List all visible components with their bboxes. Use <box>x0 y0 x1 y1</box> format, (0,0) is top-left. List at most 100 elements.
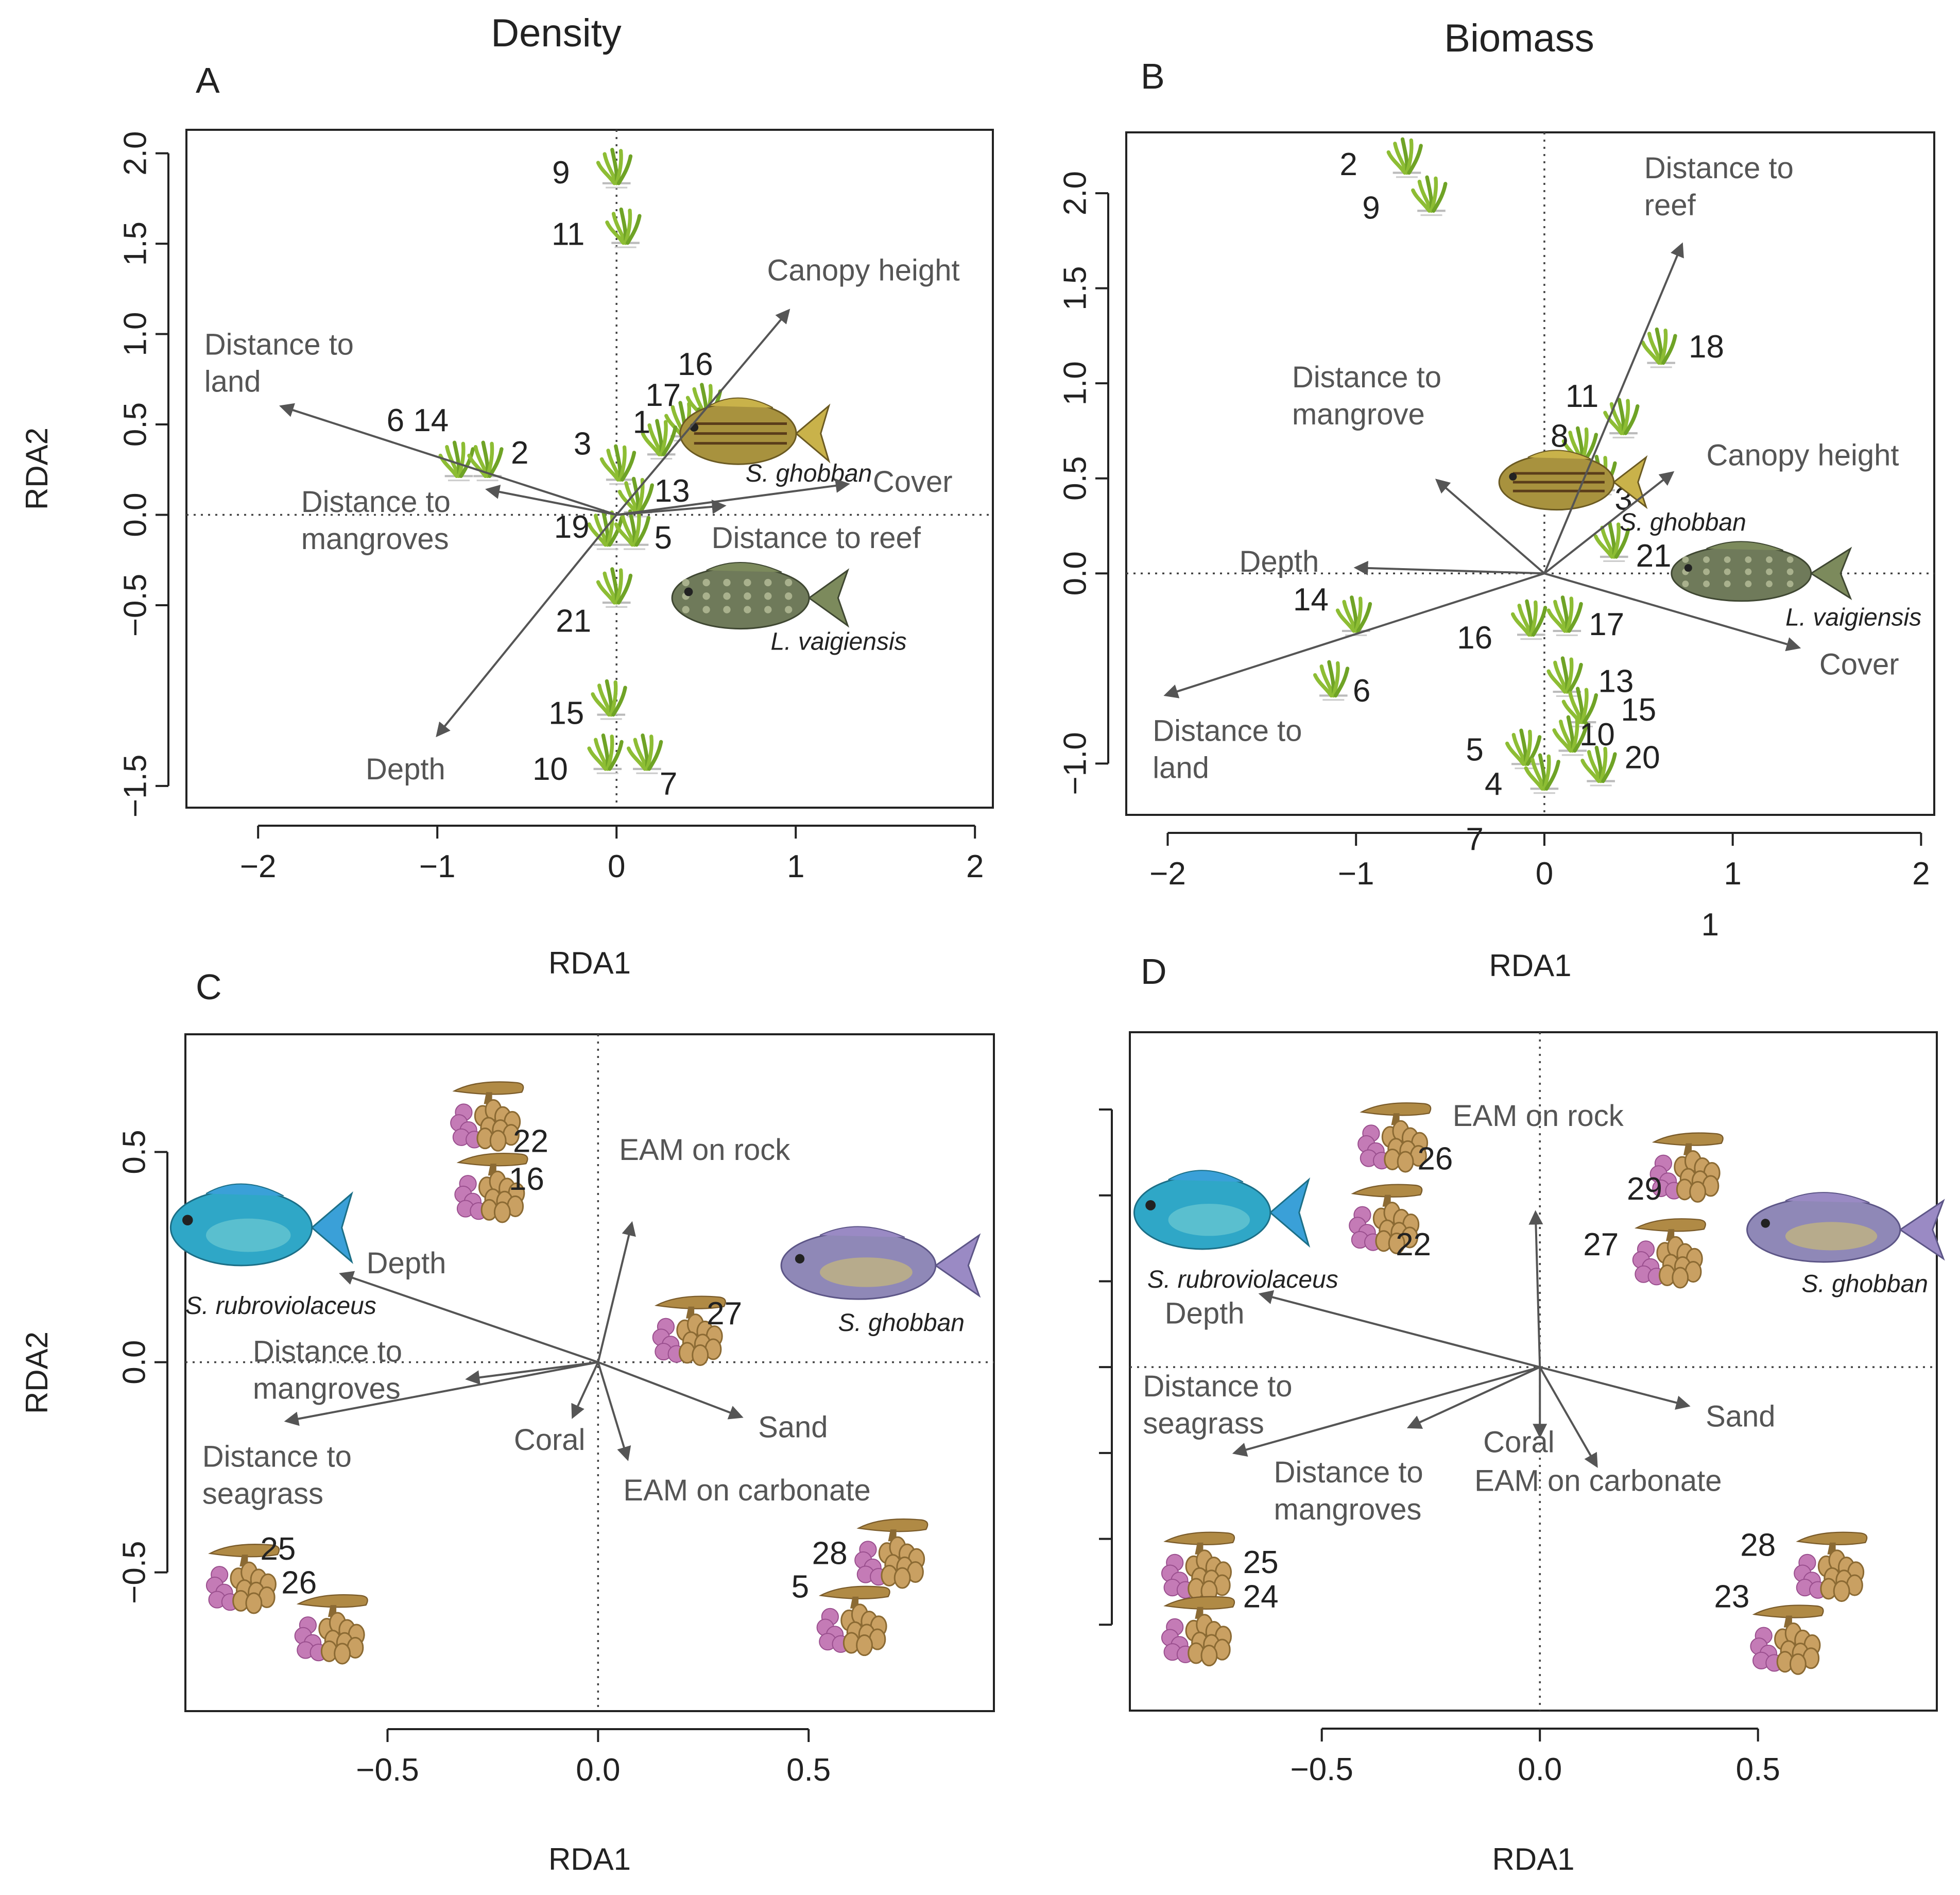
site-23: 23 <box>1714 1579 1824 1675</box>
fish-icon <box>1671 541 1852 602</box>
vector-arrow <box>1406 1366 1541 1429</box>
site-label: 16 <box>1457 620 1492 656</box>
site-21: 21 <box>1593 521 1672 574</box>
y-tick-label: −1.5 <box>117 755 153 817</box>
seagrass-icon <box>1580 745 1617 787</box>
site-label: 24 <box>1243 1579 1279 1615</box>
coral-icon <box>205 1544 280 1614</box>
vector-arrow <box>597 1221 636 1363</box>
site-label: 22 <box>1396 1227 1431 1262</box>
vector-eam-on-rock: EAM on rock <box>1453 1099 1624 1368</box>
seagrass-icon <box>1603 398 1640 439</box>
x-tick-label: 1 <box>787 849 804 884</box>
vector-canopy-height: Canopy height <box>615 254 960 516</box>
vector-distance-to-reef: Distance to reef <box>1543 151 1794 574</box>
x-axis-title: RDA1 <box>548 1842 631 1876</box>
site-label: 7 <box>1466 822 1483 857</box>
site-label: 7 <box>660 766 677 801</box>
site-label: 5 <box>1466 732 1483 768</box>
site-label: 5 <box>654 520 672 556</box>
vector-label: seagrass <box>1143 1407 1264 1440</box>
vector-arrow <box>284 1361 598 1426</box>
site-label: 9 <box>1362 191 1380 226</box>
vector-eam-on-rock: EAM on rock <box>597 1133 790 1363</box>
coral-icon <box>816 1585 890 1657</box>
site-1: 1 <box>1701 907 1719 943</box>
site-26: 26 <box>281 1565 368 1665</box>
seagrass-icon <box>438 440 475 482</box>
site-18: 18 <box>1641 327 1724 368</box>
vector-arrow <box>597 1362 631 1461</box>
site-26: 26 <box>1357 1102 1453 1176</box>
vector-arrow <box>279 403 617 516</box>
site-16: 16 <box>454 1153 544 1223</box>
site-label: 21 <box>556 603 591 639</box>
x-tick-label: 0 <box>1536 856 1553 892</box>
site-11: 11 <box>1566 379 1640 439</box>
site-29: 29 <box>1627 1132 1724 1207</box>
y-tick-label: −0.5 <box>116 1541 152 1603</box>
seagrass-icon <box>641 419 678 460</box>
vector-depth: Depth <box>366 514 617 786</box>
seagrass-icon <box>596 148 633 189</box>
vector-arrow <box>1543 471 1675 574</box>
vector-label: EAM on carbonate <box>623 1474 870 1507</box>
site-3: 3 <box>574 426 637 485</box>
y-tick-label: 0.0 <box>1057 551 1093 595</box>
vector-arrow <box>616 479 850 516</box>
site-11: 11 <box>552 207 642 252</box>
site-label: 26 <box>1417 1141 1453 1176</box>
vector-arrow <box>1539 1367 1598 1468</box>
vector-arrow <box>597 1361 744 1420</box>
site-7: 7 <box>626 733 677 801</box>
site-label: 15 <box>548 695 584 731</box>
x-tick-label: 0.5 <box>1736 1752 1780 1787</box>
site-6: 6 <box>1313 660 1370 709</box>
site-label: 13 <box>1598 664 1634 699</box>
species-s-ghobban: S. ghobban <box>780 1226 981 1337</box>
vector-arrow <box>1353 560 1544 575</box>
vector-coral: Coral <box>1483 1367 1555 1459</box>
x-axis-title: RDA1 <box>548 946 631 980</box>
site-label: 11 <box>552 216 584 252</box>
site-label: 8 <box>1551 419 1568 454</box>
seagrass-icon <box>1546 656 1583 697</box>
vector-distance-to-reef: Distance to reef <box>616 499 921 555</box>
vector-label: land <box>204 365 261 398</box>
vector-arrow <box>1258 1290 1540 1369</box>
x-axis-title: RDA1 <box>1489 948 1571 983</box>
x-tick-label: −0.5 <box>1290 1752 1353 1787</box>
x-tick-label: 0.0 <box>576 1752 620 1788</box>
site-17: 17 <box>1546 595 1624 642</box>
vector-label: Coral <box>1483 1426 1555 1459</box>
vector-label: Cover <box>873 465 953 499</box>
site-label: 27 <box>707 1296 742 1331</box>
species-label: L. vaigiensis <box>770 628 906 655</box>
species-s-ghobban: S. ghobban <box>1498 450 1746 536</box>
site-14: 14 <box>1293 582 1372 636</box>
coral-icon <box>454 1153 528 1223</box>
site-label: 6 <box>1353 673 1370 709</box>
vector-label: land <box>1153 752 1209 785</box>
site-label: 17 <box>1589 607 1624 642</box>
seagrass-icon <box>1505 728 1542 770</box>
y-axis-title: RDA2 <box>20 1331 54 1414</box>
vector-arrow <box>571 1361 599 1419</box>
vector-label: reef <box>1644 189 1696 222</box>
x-tick-label: −2 <box>240 849 277 884</box>
site-label: 9 <box>552 155 570 191</box>
vector-label: Canopy height <box>767 254 960 287</box>
y-tick-label: 0.5 <box>117 402 153 447</box>
site-21: 21 <box>556 567 633 639</box>
vector-arrow <box>616 499 727 516</box>
coral-icon <box>1357 1102 1432 1173</box>
site-label: 10 <box>532 752 568 787</box>
coral-icon <box>1161 1596 1235 1667</box>
vector-arrow <box>465 1361 598 1385</box>
panel-b: B−2 −1 0 1 2RDA1−1.00.00.51.01.52.0291811832… <box>1057 56 1935 983</box>
site-10: 10 <box>532 733 624 787</box>
vector-label: Sand <box>758 1411 828 1444</box>
